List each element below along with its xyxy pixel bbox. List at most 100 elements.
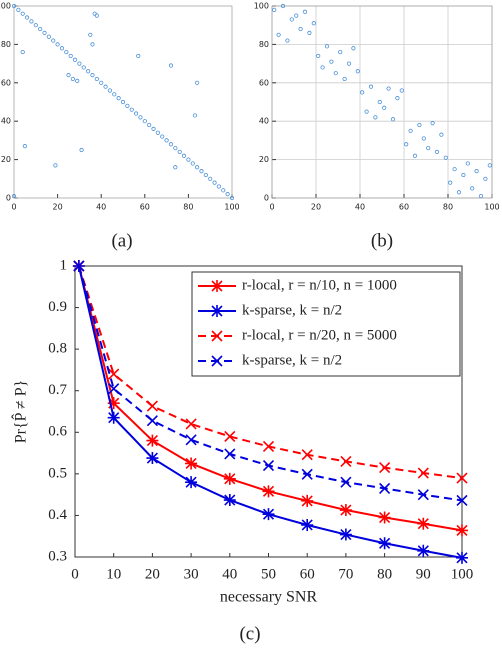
point bbox=[168, 63, 174, 68]
point bbox=[417, 122, 422, 128]
y-tick-label: 20 bbox=[1, 155, 11, 164]
y-tick-label: 20 bbox=[259, 155, 269, 164]
legend-label: r-local, r = n/10, n = 1000 bbox=[242, 277, 397, 293]
point bbox=[151, 126, 156, 131]
point bbox=[324, 44, 330, 49]
x-tick-label: 40 bbox=[222, 566, 237, 582]
marker bbox=[211, 305, 223, 317]
point bbox=[29, 19, 34, 24]
marker bbox=[339, 528, 352, 541]
point bbox=[452, 167, 457, 172]
point bbox=[404, 142, 409, 147]
point bbox=[33, 23, 38, 28]
y-axis-label: Pr{P̂ ≠ P} bbox=[11, 380, 30, 444]
y-tick-label: 100 bbox=[254, 2, 269, 11]
caption: (c) bbox=[239, 623, 260, 644]
point bbox=[46, 34, 51, 39]
y-tick-label: 0.8 bbox=[48, 341, 67, 357]
point bbox=[136, 53, 141, 59]
point bbox=[487, 163, 492, 168]
point bbox=[81, 65, 86, 70]
point bbox=[125, 103, 130, 108]
marker bbox=[146, 452, 159, 465]
point bbox=[434, 149, 440, 155]
x-tick-label: 20 bbox=[145, 566, 160, 582]
point bbox=[439, 132, 444, 137]
y-tick-label: 0.6 bbox=[48, 424, 67, 440]
marker bbox=[211, 330, 223, 342]
point bbox=[94, 76, 99, 82]
point bbox=[208, 176, 213, 181]
x-tick-label: 20 bbox=[311, 203, 321, 212]
x-tick-label: 40 bbox=[355, 203, 365, 212]
chart: 0 20 40 60 80 100 0 20 40 60 80 100 (b) bbox=[254, 2, 500, 252]
point bbox=[338, 49, 343, 55]
point bbox=[212, 180, 217, 185]
marker bbox=[262, 440, 275, 452]
point bbox=[307, 30, 312, 35]
x-tick-label: 30 bbox=[184, 566, 199, 582]
point bbox=[103, 84, 108, 89]
x-tick-label: 0 bbox=[269, 203, 274, 212]
marker bbox=[211, 280, 223, 292]
point bbox=[24, 15, 30, 20]
point bbox=[276, 32, 281, 37]
plot-frame bbox=[74, 265, 463, 558]
marker bbox=[456, 494, 468, 507]
y-tick-label: 40 bbox=[1, 117, 11, 126]
y-tick-label: 0.5 bbox=[48, 465, 67, 481]
marker bbox=[262, 508, 275, 521]
point bbox=[421, 136, 426, 141]
marker bbox=[417, 544, 430, 557]
point bbox=[168, 142, 174, 147]
point bbox=[90, 42, 95, 47]
x-tick-label: 100 bbox=[451, 566, 474, 582]
point bbox=[164, 138, 169, 143]
point bbox=[173, 145, 178, 151]
point bbox=[22, 144, 27, 149]
marker bbox=[301, 449, 313, 461]
x-tick-label: 50 bbox=[261, 566, 276, 582]
point bbox=[470, 186, 475, 191]
point bbox=[302, 9, 308, 14]
y-tick-label: 0.4 bbox=[48, 507, 67, 523]
x-tick-label: 60 bbox=[399, 203, 409, 212]
point bbox=[355, 69, 360, 74]
point bbox=[298, 26, 303, 32]
point bbox=[138, 115, 143, 120]
marker bbox=[379, 462, 391, 474]
marker bbox=[185, 457, 198, 470]
y-tick-label: 0 bbox=[264, 194, 269, 203]
point bbox=[474, 169, 479, 174]
marker bbox=[185, 434, 197, 446]
point bbox=[346, 61, 352, 66]
point bbox=[285, 38, 290, 43]
point bbox=[53, 163, 58, 168]
point bbox=[412, 153, 418, 158]
point bbox=[79, 147, 84, 153]
point bbox=[294, 13, 299, 18]
marker bbox=[223, 472, 236, 485]
marker bbox=[378, 537, 391, 550]
marker bbox=[417, 517, 430, 530]
marker bbox=[185, 476, 198, 489]
point bbox=[42, 30, 47, 35]
point bbox=[399, 88, 404, 93]
point bbox=[173, 165, 178, 170]
marker bbox=[223, 494, 236, 507]
point bbox=[92, 11, 97, 16]
point bbox=[448, 180, 453, 185]
point bbox=[430, 121, 435, 126]
marker bbox=[224, 430, 236, 443]
marker bbox=[456, 472, 468, 484]
marker bbox=[146, 434, 159, 447]
marker bbox=[340, 476, 352, 488]
point bbox=[316, 53, 321, 59]
point bbox=[160, 134, 165, 139]
x-tick-label: 90 bbox=[416, 566, 431, 582]
marker bbox=[456, 524, 468, 537]
chart: 0 10 20 30 40 50 60 70 80 90 100 0.3 0.4 0.5 0.6 0.7 0.8… bbox=[11, 257, 474, 644]
point bbox=[382, 105, 387, 110]
point bbox=[99, 80, 104, 85]
point bbox=[77, 61, 82, 66]
